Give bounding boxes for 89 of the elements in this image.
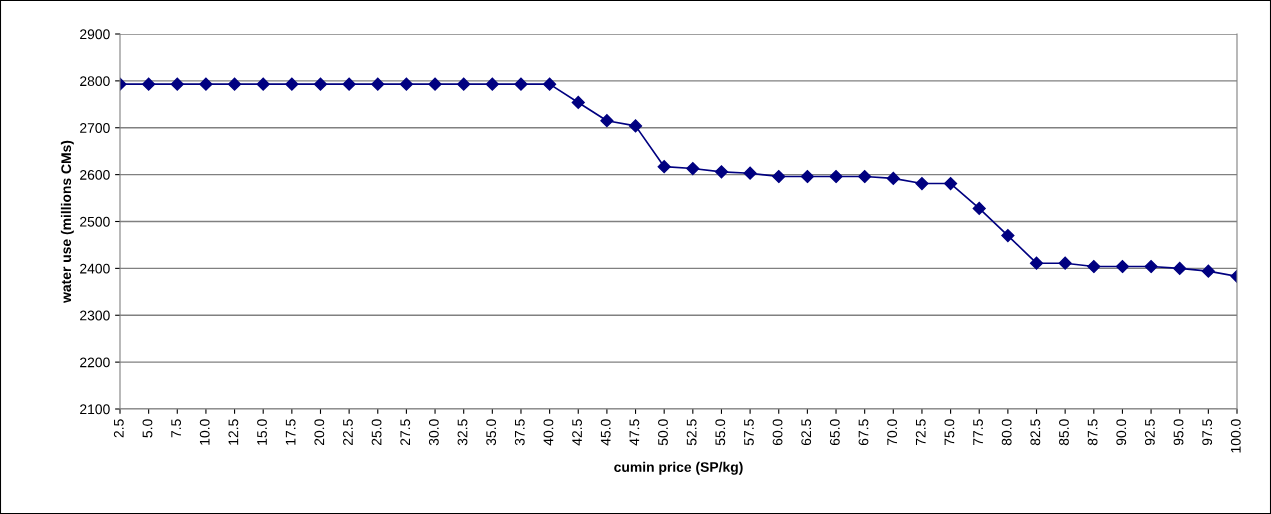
x-tick-label: 80.0 [1001,419,1012,446]
point [743,166,757,180]
y-tick-label: 2100 [80,404,110,415]
x-tick-label: 35.0 [486,419,497,446]
x-tick-label: 5.0 [142,419,153,438]
x-tick-label: 12.5 [228,419,239,445]
x-tick-label: 82.5 [1030,419,1041,446]
y-tick-label: 2900 [80,29,110,40]
point [543,77,557,91]
point [886,171,900,185]
x-tick-label: 27.5 [400,419,411,446]
point [1115,259,1130,274]
point [571,95,585,110]
x-tick-label: 57.5 [744,419,754,446]
point [1144,259,1158,274]
y-tick-label: 2400 [80,263,110,274]
point [199,77,213,91]
point [457,77,471,91]
x-tick-label: 62.5 [801,419,812,446]
x-tick-label: 87.5 [1087,419,1098,446]
y-tick-label: 2200 [80,357,110,368]
point [256,77,270,91]
x-tick-label: 17.5 [285,419,296,445]
x-tick-label: 40.0 [543,419,554,446]
x-tick-label: 25.0 [371,419,382,446]
x-tick-label: 42.5 [572,419,582,446]
x-tick-label: 45.0 [600,419,611,446]
point [170,77,184,91]
point [800,169,814,184]
point [342,77,356,91]
y-tick-label: 2500 [80,216,110,227]
y-axis-title: water use (millions CMs) [60,140,74,303]
y-tick-label: 2300 [80,310,110,321]
x-tick-label: 70.0 [887,419,898,446]
point [142,77,156,91]
point [371,77,385,91]
point [714,165,729,179]
point [972,201,986,215]
x-tick-label: 30.0 [428,419,439,446]
x-tick-label: 2.5 [113,419,124,438]
point [686,161,700,176]
x-tick-label: 92.5 [1144,419,1155,446]
y-tick-label: 2800 [80,76,110,87]
x-tick-label: 65.0 [829,419,840,446]
point [1029,256,1044,270]
x-tick-label: 90.0 [1116,419,1127,446]
point [628,119,643,133]
point [1173,261,1187,275]
point [514,77,528,91]
x-tick-label: 15.0 [257,419,267,445]
point [944,176,958,191]
x-tick-label: 100.0 [1230,419,1241,453]
point [485,77,499,91]
y-tick-label: 2600 [80,169,110,180]
point [1201,264,1215,278]
point [285,77,299,91]
x-tick-label: 75.0 [944,419,955,446]
point [600,114,614,128]
point [657,160,671,174]
x-tick-label: 32.5 [457,419,468,446]
x-axis-title: cumin price (SP/kg) [614,461,743,475]
x-tick-label: 60.0 [772,419,783,446]
y-tick-label: 2700 [80,123,110,133]
point [313,77,328,91]
point [428,77,442,91]
x-tick-label: 7.5 [171,419,182,438]
x-tick-label: 72.5 [915,419,926,446]
x-tick-label: 77.5 [973,419,983,446]
x-tick-label: 47.5 [629,419,640,446]
x-tick-label: 55.0 [715,419,726,446]
x-tick-label: 37.5 [514,419,525,446]
point [858,169,872,184]
x-tick-label: 22.5 [343,419,353,446]
x-tick-label: 50.0 [658,419,668,446]
point [1058,256,1072,270]
point [915,176,929,191]
point [1001,228,1015,243]
x-tick-label: 20.0 [314,419,325,446]
x-tick-label: 85.0 [1059,419,1069,446]
point [1087,259,1101,274]
x-tick-label: 67.5 [858,419,869,446]
x-tick-label: 97.5 [1202,419,1213,446]
point [399,77,413,91]
point [227,77,242,91]
point [829,169,843,184]
x-tick-label: 95.0 [1173,419,1184,446]
x-tick-label: 10.0 [199,419,210,445]
point [772,169,786,184]
x-tick-label: 52.5 [686,419,697,446]
